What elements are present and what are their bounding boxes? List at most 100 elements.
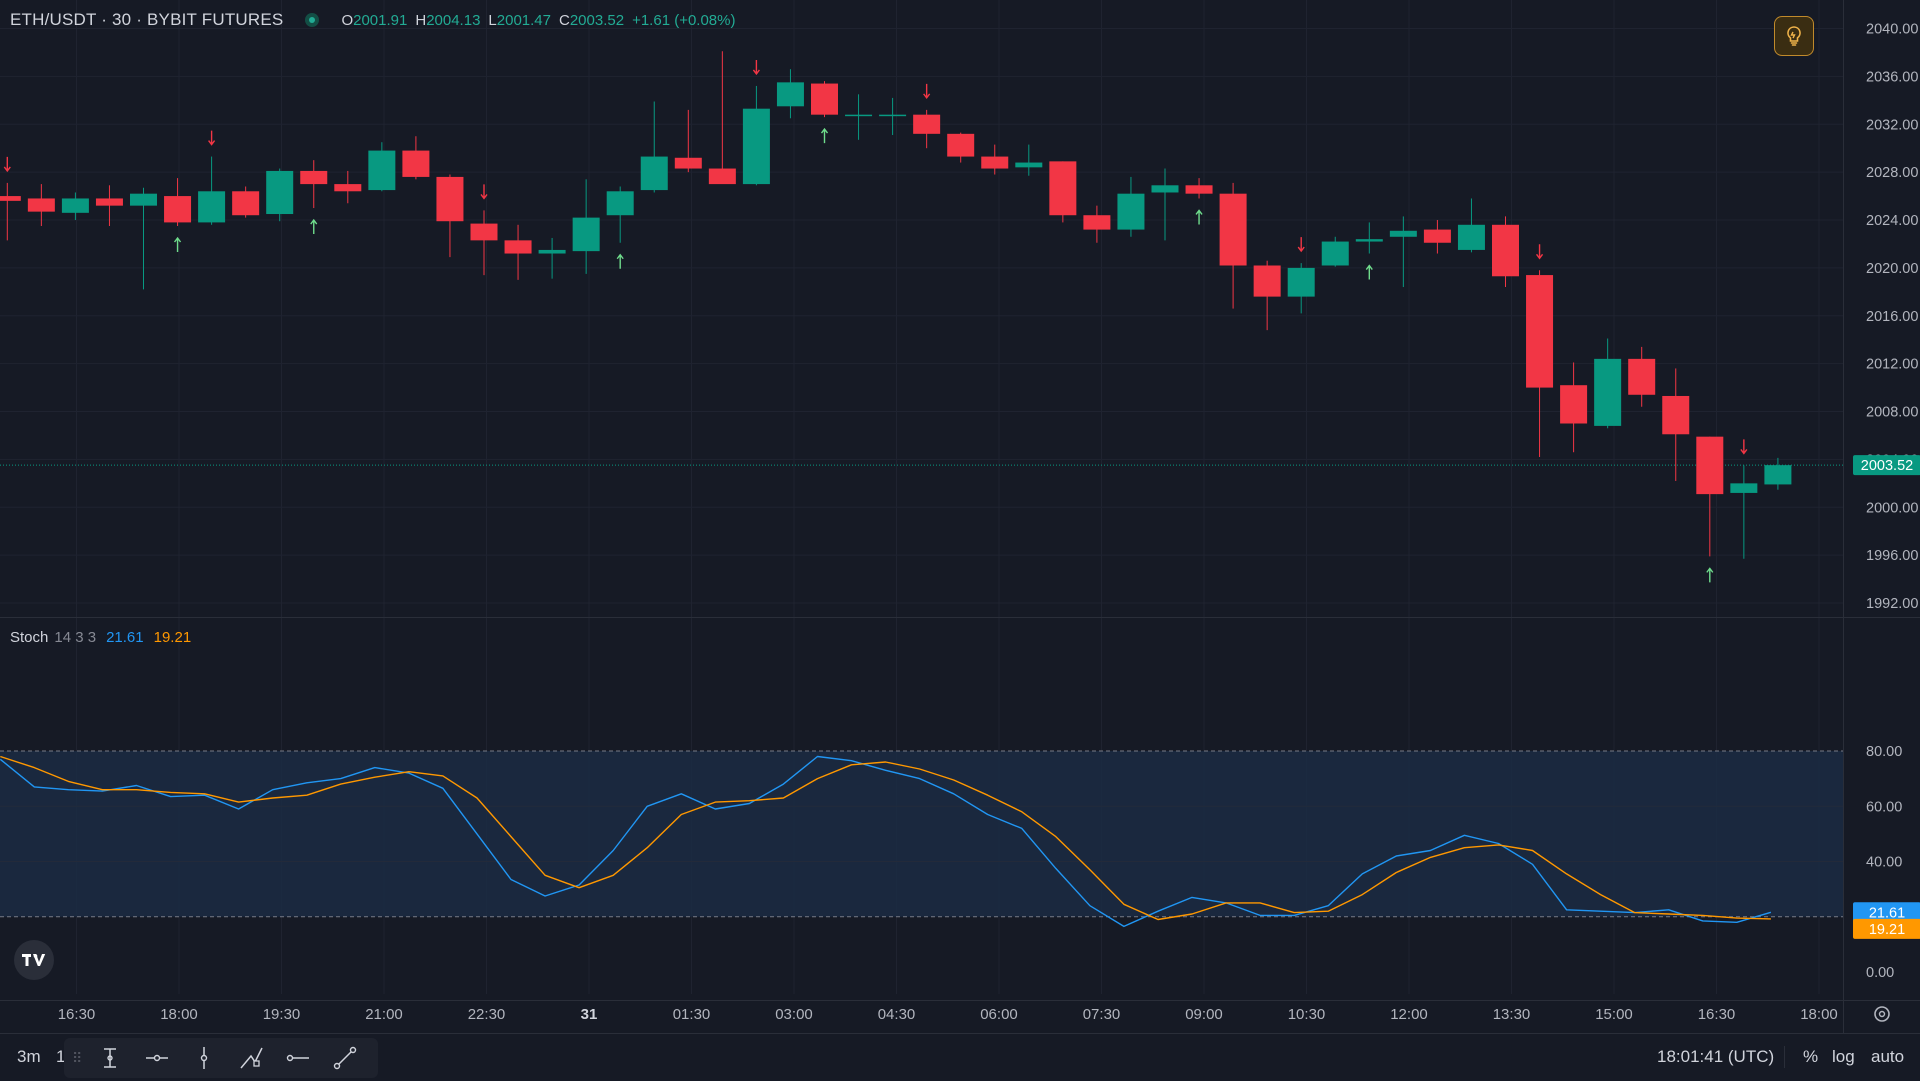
candle-body[interactable] [981,156,1009,169]
time-tick-label[interactable]: 16:30 [58,1006,96,1023]
time-tick-label[interactable]: 31 [581,1006,598,1023]
candle-body[interactable] [947,133,975,157]
candle-body[interactable] [1287,267,1315,297]
time-tick-label[interactable]: 15:00 [1595,1006,1633,1023]
horizontal-line-icon[interactable] [278,1038,318,1078]
candle-body[interactable] [1151,185,1179,193]
stoch-tick-label[interactable]: 80.00 [1866,744,1902,760]
candle-body[interactable] [504,240,532,254]
candle-body[interactable] [1015,162,1043,168]
candle-body[interactable] [1594,358,1622,426]
settings-gear-icon[interactable] [1874,1006,1890,1022]
chart-canvas[interactable]: 16:30 18:00 19:30 21:00 22:30 31 01:30 03:00 04:… [0,0,1920,1033]
candle-body[interactable] [1662,395,1690,435]
candle-body[interactable] [95,198,123,206]
candle-body[interactable] [1492,224,1519,277]
candle-body[interactable] [1628,358,1656,395]
stoch-tick-label[interactable]: 40.00 [1866,855,1902,871]
candle-body[interactable] [1457,224,1485,250]
candle-body[interactable] [1117,193,1145,230]
candle-body[interactable] [811,83,838,115]
time-tick-label[interactable]: 21:00 [365,1006,403,1023]
price-tick-label[interactable]: 2016.00 [1866,309,1918,325]
price-tick-label[interactable]: 2012.00 [1866,357,1918,373]
time-tick-label[interactable]: 13:30 [1493,1006,1531,1023]
price-tick-label[interactable]: 2020.00 [1866,261,1918,277]
candle-body[interactable] [61,198,89,213]
candle-body[interactable] [913,114,941,134]
price-tick-label[interactable]: 2024.00 [1866,213,1918,229]
candle-body[interactable] [232,191,260,216]
candle-body[interactable] [1049,161,1077,216]
candle-body[interactable] [470,223,498,241]
candle-body[interactable] [776,82,804,107]
candle-body[interactable] [1253,265,1281,297]
candle-body[interactable] [640,156,668,191]
path-icon[interactable] [231,1038,271,1078]
candle-body[interactable] [130,193,157,206]
stoch-legend[interactable]: Stoch 14 3 3 21.61 19.21 [10,629,191,646]
candle-body[interactable] [1355,239,1383,242]
stoch-tick-label[interactable]: 60.00 [1866,799,1902,815]
time-tick-label[interactable]: 03:00 [775,1006,813,1023]
cross-line-icon[interactable] [90,1038,130,1078]
price-tick-label[interactable]: 2028.00 [1866,165,1918,181]
time-tick-label[interactable]: 16:30 [1698,1006,1736,1023]
time-tick-label[interactable]: 18:00 [160,1006,198,1023]
time-tick-label[interactable]: 22:30 [468,1006,506,1023]
candle-body[interactable] [1083,215,1111,230]
time-tick-label[interactable]: 01:30 [673,1006,711,1023]
candle-body[interactable] [300,170,328,185]
candle-body[interactable] [606,191,634,216]
drag-handle-icon[interactable]: ⠿ [72,1049,83,1066]
price-tick-label[interactable]: 1996.00 [1866,548,1918,564]
time-tick-label[interactable]: 12:00 [1390,1006,1428,1023]
candle-body[interactable] [1696,436,1724,495]
market-status-icon[interactable] [305,13,320,27]
log-scale-toggle[interactable]: log [1832,1047,1855,1066]
horizontal-ray-icon[interactable] [137,1038,177,1078]
candle-body[interactable] [1219,193,1247,266]
candle-body[interactable] [1526,275,1554,388]
candle-body[interactable] [572,217,600,252]
time-tick-label[interactable]: 07:30 [1083,1006,1121,1023]
clock-timezone[interactable]: 18:01:41 (UTC) [1657,1047,1775,1066]
candle-body[interactable] [198,191,226,223]
candle-body[interactable] [674,157,702,169]
candle-body[interactable] [1389,230,1417,237]
candle-body[interactable] [742,108,770,185]
candle-body[interactable] [708,168,736,185]
time-tick-label[interactable]: 04:30 [878,1006,916,1023]
price-tick-label[interactable]: 1992.00 [1866,596,1918,612]
range-3m-button[interactable]: 3m [17,1047,41,1066]
price-tick-label[interactable]: 2036.00 [1866,69,1918,85]
candle-body[interactable] [334,184,362,192]
lightbulb-icon[interactable] [1774,16,1814,56]
vertical-line-icon[interactable] [184,1038,224,1078]
candle-body[interactable] [27,198,55,212]
price-tick-label[interactable]: 2008.00 [1866,405,1918,421]
candle-body[interactable] [266,170,294,215]
price-tick-label[interactable]: 2000.00 [1866,500,1918,516]
candle-body[interactable] [1560,385,1588,424]
auto-scale-toggle[interactable]: auto [1871,1047,1905,1066]
candle-body[interactable] [1185,185,1213,194]
candle-body[interactable] [0,196,21,201]
stoch-tick-label[interactable]: 0.00 [1866,965,1894,981]
time-tick-label[interactable]: 18:00 [1800,1006,1838,1023]
candle-body[interactable] [1764,465,1792,485]
candle-body[interactable] [1321,241,1349,266]
range-1-button[interactable]: 1 [56,1047,66,1066]
time-tick-label[interactable]: 19:30 [263,1006,301,1023]
candle-body[interactable] [1730,483,1758,493]
price-tick-label[interactable]: 2040.00 [1866,21,1918,37]
candle-body[interactable] [845,114,873,117]
time-tick-label[interactable]: 06:00 [980,1006,1018,1023]
axes[interactable]: 16:30 18:00 19:30 21:00 22:30 31 01:30 03:00 04:… [58,21,1919,1023]
candles[interactable] [0,51,1792,559]
candle-body[interactable] [164,196,192,223]
candle-body[interactable] [879,114,907,117]
time-tick-label[interactable]: 09:00 [1185,1006,1223,1023]
candle-body[interactable] [368,150,396,191]
candle-body[interactable] [1423,229,1451,243]
